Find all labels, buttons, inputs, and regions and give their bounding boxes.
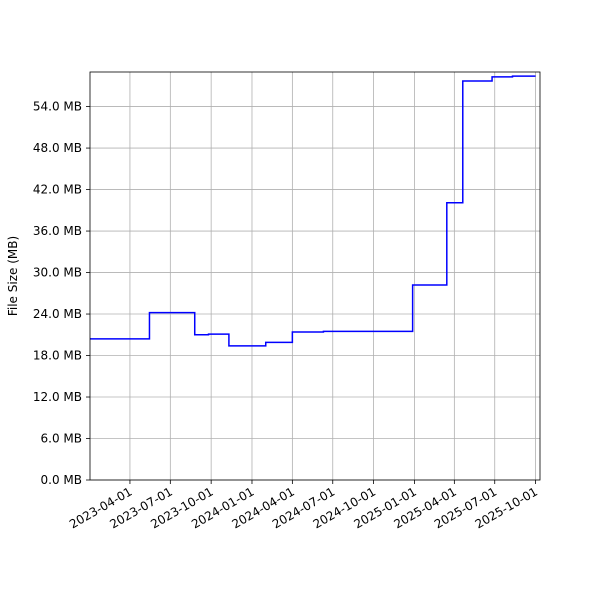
y-tick-label: 48.0 MB <box>33 141 82 155</box>
y-tick-label: 12.0 MB <box>33 390 82 404</box>
y-tick-label: 30.0 MB <box>33 266 82 280</box>
plot-frame <box>89 71 541 481</box>
y-tick-label: 0.0 MB <box>41 473 82 487</box>
y-tick-label: 42.0 MB <box>33 183 82 197</box>
y-tick-label: 36.0 MB <box>33 224 82 238</box>
series-layer <box>90 75 536 347</box>
y-tick-label: 54.0 MB <box>33 100 82 114</box>
y-tick-label: 6.0 MB <box>41 432 82 446</box>
y-axis: 0.0 MB 6.0 MB 12.0 MB 18.0 MB 24.0 MB 30.0 MB… <box>33 100 90 487</box>
y-tick-label: 24.0 MB <box>33 307 82 321</box>
y-tick-label: 18.0 MB <box>33 349 82 363</box>
series-line <box>90 75 536 347</box>
x-axis: 2023-04-012023-07-012023-10-012024-01-01… <box>67 480 540 531</box>
grid <box>90 72 540 481</box>
y-axis-label: File Size (MB) <box>6 236 20 316</box>
